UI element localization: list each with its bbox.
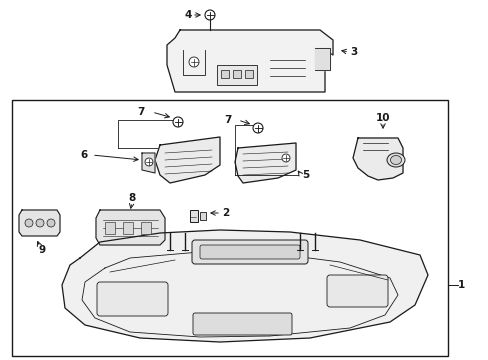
Bar (12, 100, 447, 356)
Polygon shape (167, 30, 332, 92)
Circle shape (204, 10, 215, 20)
Circle shape (282, 154, 289, 162)
Bar (105, 222, 115, 234)
Bar (217, 65, 257, 85)
Text: 3: 3 (349, 47, 357, 57)
Text: 9: 9 (39, 245, 45, 255)
Polygon shape (155, 137, 220, 183)
Polygon shape (96, 210, 164, 245)
Polygon shape (62, 230, 427, 342)
Text: 4: 4 (184, 10, 192, 20)
Polygon shape (314, 48, 329, 70)
Ellipse shape (386, 153, 404, 167)
Text: 6: 6 (81, 150, 88, 160)
Circle shape (252, 123, 263, 133)
Bar (190, 210, 198, 222)
FancyBboxPatch shape (192, 240, 307, 264)
Polygon shape (235, 143, 295, 183)
Circle shape (25, 219, 33, 227)
Circle shape (189, 57, 199, 67)
Text: 5: 5 (302, 170, 308, 180)
Circle shape (36, 219, 44, 227)
Text: 10: 10 (375, 113, 389, 123)
Circle shape (173, 117, 183, 127)
FancyBboxPatch shape (193, 313, 291, 335)
Bar (200, 212, 205, 220)
Bar (221, 70, 228, 78)
Polygon shape (19, 210, 60, 236)
Bar (232, 70, 241, 78)
Text: 7: 7 (137, 107, 145, 117)
Circle shape (47, 219, 55, 227)
Bar (141, 222, 151, 234)
FancyBboxPatch shape (97, 282, 168, 316)
Polygon shape (352, 138, 402, 180)
FancyBboxPatch shape (200, 245, 299, 259)
Text: 7: 7 (224, 115, 231, 125)
Ellipse shape (390, 156, 401, 165)
Bar (123, 222, 133, 234)
Polygon shape (142, 153, 155, 173)
Text: 8: 8 (128, 193, 135, 203)
FancyBboxPatch shape (326, 275, 387, 307)
Bar (244, 70, 252, 78)
Circle shape (145, 158, 153, 166)
Text: 2: 2 (222, 208, 229, 218)
Text: 1: 1 (457, 280, 464, 290)
